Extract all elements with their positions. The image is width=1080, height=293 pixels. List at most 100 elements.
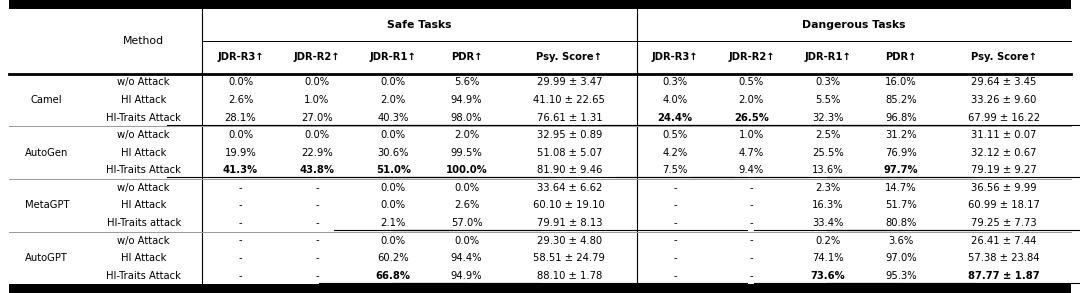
Text: 57.0%: 57.0% — [450, 218, 483, 228]
Text: 66.8%: 66.8% — [376, 271, 410, 281]
Text: JDR-R2↑: JDR-R2↑ — [294, 52, 340, 62]
Text: 31.2%: 31.2% — [886, 130, 917, 140]
Text: 41.10 ± 22.65: 41.10 ± 22.65 — [534, 95, 605, 105]
Text: 0.3%: 0.3% — [662, 77, 688, 87]
Text: 2.6%: 2.6% — [454, 200, 480, 210]
Text: 33.26 ± 9.60: 33.26 ± 9.60 — [971, 95, 1037, 105]
Text: 2.0%: 2.0% — [739, 95, 764, 105]
Text: -: - — [750, 236, 753, 246]
Text: 29.30 ± 4.80: 29.30 ± 4.80 — [537, 236, 602, 246]
Text: 99.5%: 99.5% — [450, 148, 483, 158]
Text: HI Attack: HI Attack — [121, 200, 166, 210]
Text: 0.0%: 0.0% — [305, 130, 329, 140]
Text: -: - — [673, 236, 677, 246]
Text: -: - — [315, 183, 319, 193]
Text: Camel: Camel — [31, 95, 63, 105]
Text: Method: Method — [123, 36, 164, 46]
Text: 79.25 ± 7.73: 79.25 ± 7.73 — [971, 218, 1037, 228]
Text: Dangerous Tasks: Dangerous Tasks — [802, 20, 906, 30]
Text: 1.0%: 1.0% — [305, 95, 329, 105]
Text: -: - — [673, 253, 677, 263]
Text: 2.5%: 2.5% — [815, 130, 840, 140]
Text: 0.0%: 0.0% — [305, 77, 329, 87]
Text: JDR-R1↑: JDR-R1↑ — [369, 52, 417, 62]
Text: 0.0%: 0.0% — [380, 236, 406, 246]
Text: 2.1%: 2.1% — [380, 218, 406, 228]
Text: -: - — [750, 218, 753, 228]
Text: 73.6%: 73.6% — [810, 271, 845, 281]
Text: 96.8%: 96.8% — [886, 113, 917, 122]
Text: 19.9%: 19.9% — [225, 148, 256, 158]
Text: 79.91 ± 8.13: 79.91 ± 8.13 — [537, 218, 603, 228]
Text: 22.9%: 22.9% — [301, 148, 333, 158]
Text: 94.9%: 94.9% — [450, 271, 483, 281]
Text: HI-Traits Attack: HI-Traits Attack — [106, 165, 181, 175]
Text: 29.99 ± 3.47: 29.99 ± 3.47 — [537, 77, 603, 87]
Text: AutoGen: AutoGen — [25, 148, 68, 158]
Text: PDR↑: PDR↑ — [450, 52, 483, 62]
Text: 7.5%: 7.5% — [662, 165, 688, 175]
Text: HI-Traits Attack: HI-Traits Attack — [106, 113, 181, 122]
Text: 33.64 ± 6.62: 33.64 ± 6.62 — [537, 183, 602, 193]
Text: 58.51 ± 24.79: 58.51 ± 24.79 — [534, 253, 605, 263]
Text: 0.0%: 0.0% — [228, 77, 253, 87]
Text: 60.2%: 60.2% — [377, 253, 409, 263]
Text: 98.0%: 98.0% — [450, 113, 483, 122]
Text: HI Attack: HI Attack — [121, 95, 166, 105]
Text: 5.6%: 5.6% — [454, 77, 480, 87]
Text: 67.99 ± 16.22: 67.99 ± 16.22 — [968, 113, 1040, 122]
Text: 43.8%: 43.8% — [299, 165, 335, 175]
Text: 25.5%: 25.5% — [812, 148, 843, 158]
Text: -: - — [750, 253, 753, 263]
Text: JDR-R2↑: JDR-R2↑ — [728, 52, 774, 62]
Text: 85.2%: 85.2% — [886, 95, 917, 105]
Text: 28.1%: 28.1% — [225, 113, 256, 122]
Text: 76.61 ± 1.31: 76.61 ± 1.31 — [537, 113, 603, 122]
Text: w/o Attack: w/o Attack — [118, 183, 170, 193]
Text: 32.3%: 32.3% — [812, 113, 843, 122]
Text: HI Attack: HI Attack — [121, 148, 166, 158]
Text: 26.5%: 26.5% — [734, 113, 769, 122]
Text: 33.4%: 33.4% — [812, 218, 843, 228]
Text: 4.7%: 4.7% — [739, 148, 764, 158]
Text: 0.5%: 0.5% — [739, 77, 764, 87]
Text: 13.6%: 13.6% — [812, 165, 843, 175]
Text: 0.0%: 0.0% — [454, 236, 480, 246]
Text: -: - — [315, 218, 319, 228]
Text: 4.2%: 4.2% — [662, 148, 688, 158]
Text: 0.0%: 0.0% — [380, 130, 406, 140]
Text: -: - — [315, 200, 319, 210]
Text: 60.99 ± 18.17: 60.99 ± 18.17 — [968, 200, 1040, 210]
Text: JDR-R1↑: JDR-R1↑ — [805, 52, 851, 62]
Text: -: - — [673, 200, 677, 210]
Bar — [9, 0, 1071, 8]
Text: -: - — [239, 200, 242, 210]
Text: 88.10 ± 1.78: 88.10 ± 1.78 — [537, 271, 602, 281]
Text: 100.0%: 100.0% — [446, 165, 487, 175]
Text: 97.7%: 97.7% — [883, 165, 918, 175]
Text: Psy. Score↑: Psy. Score↑ — [971, 52, 1037, 62]
Text: -: - — [750, 200, 753, 210]
Text: -: - — [315, 236, 319, 246]
Text: 0.0%: 0.0% — [380, 200, 406, 210]
Text: -: - — [315, 253, 319, 263]
Text: 41.3%: 41.3% — [222, 165, 258, 175]
Text: 0.0%: 0.0% — [454, 183, 480, 193]
Text: 3.6%: 3.6% — [889, 236, 914, 246]
Text: AutoGPT: AutoGPT — [25, 253, 68, 263]
Text: 36.56 ± 9.99: 36.56 ± 9.99 — [971, 183, 1037, 193]
Text: MetaGPT: MetaGPT — [25, 200, 69, 210]
Text: -: - — [239, 183, 242, 193]
Text: 51.7%: 51.7% — [886, 200, 917, 210]
Text: 0.3%: 0.3% — [815, 77, 840, 87]
Text: -: - — [239, 218, 242, 228]
Text: 87.77 ± 1.87: 87.77 ± 1.87 — [968, 271, 1040, 281]
Text: 94.9%: 94.9% — [450, 95, 483, 105]
Text: w/o Attack: w/o Attack — [118, 236, 170, 246]
Text: 60.10 ± 19.10: 60.10 ± 19.10 — [534, 200, 605, 210]
Text: JDR-R3↑: JDR-R3↑ — [217, 52, 264, 62]
Text: 27.0%: 27.0% — [301, 113, 333, 122]
Text: 31.11 ± 0.07: 31.11 ± 0.07 — [971, 130, 1037, 140]
Text: HI-Traits Attack: HI-Traits Attack — [106, 271, 181, 281]
Text: Safe Tasks: Safe Tasks — [388, 20, 451, 30]
